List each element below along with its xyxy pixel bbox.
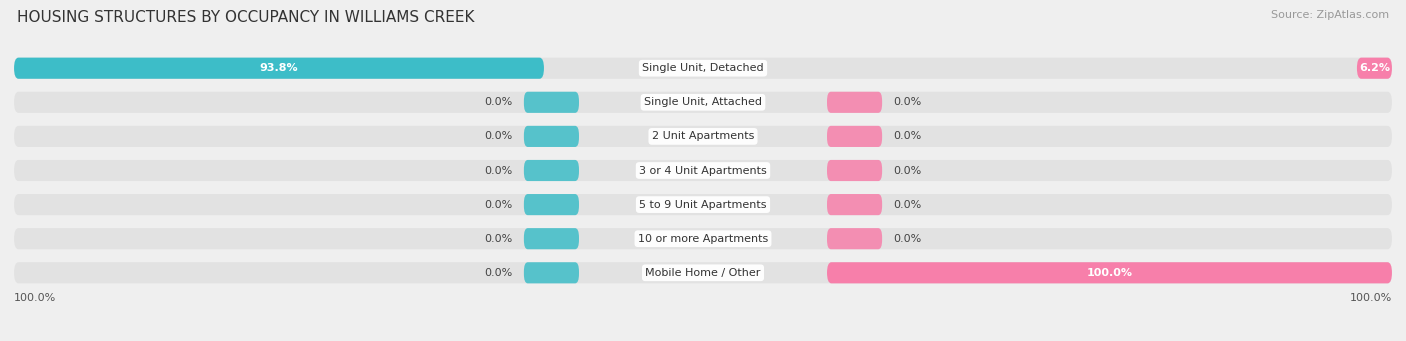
Text: 0.0%: 0.0% bbox=[485, 97, 513, 107]
FancyBboxPatch shape bbox=[524, 194, 579, 215]
FancyBboxPatch shape bbox=[524, 126, 579, 147]
Text: 0.0%: 0.0% bbox=[893, 131, 921, 142]
FancyBboxPatch shape bbox=[524, 92, 579, 113]
Text: Single Unit, Detached: Single Unit, Detached bbox=[643, 63, 763, 73]
Text: 100.0%: 100.0% bbox=[14, 293, 56, 303]
FancyBboxPatch shape bbox=[1357, 58, 1392, 79]
FancyBboxPatch shape bbox=[827, 126, 882, 147]
Text: 5 to 9 Unit Apartments: 5 to 9 Unit Apartments bbox=[640, 199, 766, 210]
Text: 0.0%: 0.0% bbox=[485, 268, 513, 278]
Text: 0.0%: 0.0% bbox=[485, 199, 513, 210]
FancyBboxPatch shape bbox=[827, 262, 1392, 283]
Text: 0.0%: 0.0% bbox=[893, 199, 921, 210]
Text: 93.8%: 93.8% bbox=[260, 63, 298, 73]
Text: 6.2%: 6.2% bbox=[1360, 63, 1391, 73]
Text: Source: ZipAtlas.com: Source: ZipAtlas.com bbox=[1271, 10, 1389, 20]
FancyBboxPatch shape bbox=[14, 262, 1392, 283]
FancyBboxPatch shape bbox=[14, 126, 1392, 147]
FancyBboxPatch shape bbox=[14, 194, 1392, 215]
Text: 100.0%: 100.0% bbox=[1087, 268, 1132, 278]
Text: 0.0%: 0.0% bbox=[485, 234, 513, 244]
FancyBboxPatch shape bbox=[14, 160, 1392, 181]
Text: HOUSING STRUCTURES BY OCCUPANCY IN WILLIAMS CREEK: HOUSING STRUCTURES BY OCCUPANCY IN WILLI… bbox=[17, 10, 474, 25]
Text: Mobile Home / Other: Mobile Home / Other bbox=[645, 268, 761, 278]
Text: 3 or 4 Unit Apartments: 3 or 4 Unit Apartments bbox=[640, 165, 766, 176]
FancyBboxPatch shape bbox=[827, 194, 882, 215]
Text: 0.0%: 0.0% bbox=[485, 131, 513, 142]
Text: 2 Unit Apartments: 2 Unit Apartments bbox=[652, 131, 754, 142]
FancyBboxPatch shape bbox=[14, 58, 1392, 79]
Text: 0.0%: 0.0% bbox=[893, 234, 921, 244]
Text: 10 or more Apartments: 10 or more Apartments bbox=[638, 234, 768, 244]
FancyBboxPatch shape bbox=[14, 92, 1392, 113]
Text: Single Unit, Attached: Single Unit, Attached bbox=[644, 97, 762, 107]
FancyBboxPatch shape bbox=[827, 92, 882, 113]
FancyBboxPatch shape bbox=[524, 228, 579, 249]
FancyBboxPatch shape bbox=[14, 58, 544, 79]
Text: 0.0%: 0.0% bbox=[893, 165, 921, 176]
FancyBboxPatch shape bbox=[524, 262, 579, 283]
FancyBboxPatch shape bbox=[827, 160, 882, 181]
FancyBboxPatch shape bbox=[827, 228, 882, 249]
Text: 100.0%: 100.0% bbox=[1350, 293, 1392, 303]
FancyBboxPatch shape bbox=[524, 160, 579, 181]
Text: 0.0%: 0.0% bbox=[485, 165, 513, 176]
FancyBboxPatch shape bbox=[14, 228, 1392, 249]
Text: 0.0%: 0.0% bbox=[893, 97, 921, 107]
